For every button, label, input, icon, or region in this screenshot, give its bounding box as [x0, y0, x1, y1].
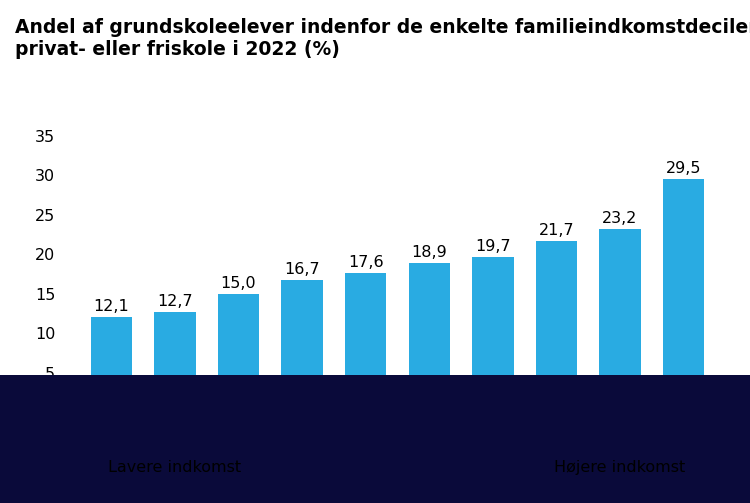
Bar — [536, 241, 578, 412]
Bar — [345, 273, 386, 412]
Text: Andel af grundskoleelever indenfor de enkelte familieindkomstdeciler, der går
pr: Andel af grundskoleelever indenfor de en… — [15, 15, 750, 59]
Bar — [91, 317, 132, 412]
Bar — [409, 263, 450, 412]
Text: 15,0: 15,0 — [220, 276, 256, 291]
Text: Højere indkomst: Højere indkomst — [554, 460, 686, 475]
Text: 12,1: 12,1 — [94, 299, 129, 314]
Text: Lavere indkomst: Lavere indkomst — [109, 460, 242, 475]
Text: 17,6: 17,6 — [348, 255, 383, 270]
Text: 23,2: 23,2 — [602, 211, 638, 226]
Bar — [472, 257, 514, 412]
Bar — [281, 281, 322, 412]
Bar — [663, 179, 704, 412]
Text: 18,9: 18,9 — [412, 245, 447, 260]
Text: 29,5: 29,5 — [666, 161, 701, 176]
Text: 19,7: 19,7 — [475, 238, 511, 254]
Bar — [599, 229, 640, 412]
Text: 16,7: 16,7 — [284, 262, 320, 277]
Bar — [154, 312, 196, 412]
Text: 21,7: 21,7 — [538, 223, 574, 238]
Bar — [217, 294, 259, 412]
Text: 12,7: 12,7 — [158, 294, 193, 309]
